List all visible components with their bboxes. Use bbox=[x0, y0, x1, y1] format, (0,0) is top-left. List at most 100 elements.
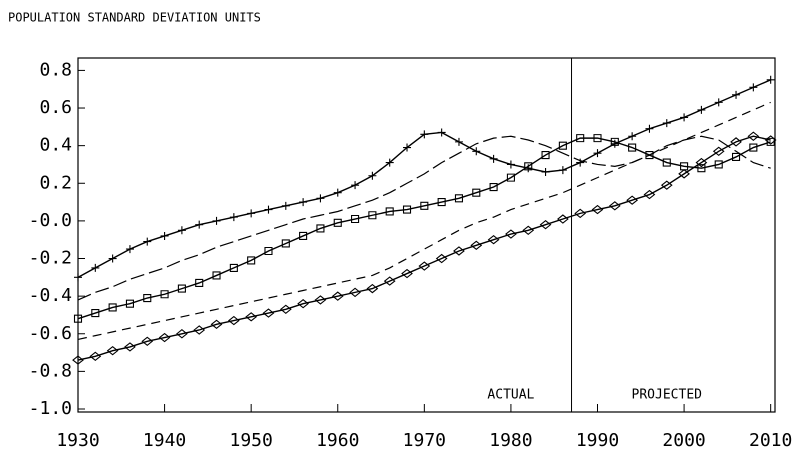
marker bbox=[351, 214, 360, 224]
marker bbox=[487, 234, 500, 245]
marker bbox=[435, 253, 448, 264]
series-line bbox=[77, 135, 771, 361]
marker bbox=[731, 152, 741, 161]
marker bbox=[541, 151, 550, 160]
y-tick-label: 0.4 bbox=[39, 135, 72, 156]
marker bbox=[454, 194, 464, 203]
marker bbox=[264, 205, 273, 214]
y-tick-label: -0.2 bbox=[29, 248, 72, 269]
marker bbox=[437, 128, 446, 137]
marker bbox=[574, 208, 587, 219]
x-tick-label: 2010 bbox=[749, 430, 792, 451]
marker bbox=[316, 194, 325, 203]
marker bbox=[626, 195, 639, 205]
marker bbox=[212, 216, 221, 225]
marker bbox=[210, 319, 223, 330]
x-tick-label: 1980 bbox=[489, 430, 532, 451]
marker bbox=[141, 336, 154, 346]
plot-frame bbox=[77, 57, 776, 413]
marker bbox=[489, 154, 498, 163]
marker bbox=[558, 166, 567, 175]
marker bbox=[262, 308, 275, 318]
marker bbox=[143, 237, 152, 246]
marker bbox=[453, 246, 465, 256]
marker bbox=[401, 268, 413, 279]
marker bbox=[695, 157, 708, 168]
marker bbox=[177, 226, 186, 235]
marker bbox=[74, 273, 82, 282]
marker bbox=[281, 239, 290, 248]
marker bbox=[193, 325, 206, 335]
y-tick-label: -0.4 bbox=[29, 285, 72, 306]
marker bbox=[556, 214, 569, 224]
marker bbox=[418, 261, 431, 271]
marker bbox=[610, 139, 619, 148]
marker bbox=[680, 113, 689, 122]
marker bbox=[177, 284, 186, 293]
marker bbox=[383, 276, 396, 286]
marker bbox=[697, 164, 706, 173]
marker bbox=[472, 147, 481, 156]
marker bbox=[333, 188, 342, 197]
marker bbox=[628, 132, 637, 141]
marker bbox=[732, 90, 741, 99]
marker bbox=[628, 143, 637, 152]
marker bbox=[125, 245, 134, 254]
annotation: PROJECTED bbox=[632, 388, 703, 403]
marker bbox=[316, 224, 325, 233]
marker bbox=[766, 137, 775, 146]
marker bbox=[108, 254, 117, 263]
marker bbox=[385, 207, 394, 216]
x-tick-label: 2000 bbox=[662, 430, 705, 451]
marker bbox=[72, 355, 84, 365]
marker bbox=[662, 119, 671, 128]
x-tick-label: 1960 bbox=[316, 430, 359, 451]
marker bbox=[247, 209, 256, 218]
y-tick-label: 0.8 bbox=[39, 59, 72, 80]
marker bbox=[229, 213, 238, 222]
marker bbox=[91, 263, 100, 272]
marker bbox=[331, 291, 344, 301]
marker bbox=[576, 158, 585, 167]
marker bbox=[420, 201, 429, 210]
chart-title: POPULATION STANDARD DEVIATION UNITS bbox=[8, 11, 261, 25]
marker bbox=[297, 298, 309, 309]
marker bbox=[506, 160, 515, 169]
annotation: ACTUAL bbox=[487, 388, 534, 403]
marker bbox=[505, 229, 517, 239]
marker bbox=[714, 160, 723, 169]
marker bbox=[420, 130, 429, 139]
marker bbox=[91, 309, 100, 318]
marker bbox=[385, 158, 394, 167]
marker bbox=[158, 332, 171, 343]
y-tick-label: -0.8 bbox=[29, 360, 72, 381]
marker bbox=[437, 198, 446, 207]
marker bbox=[662, 158, 671, 167]
marker bbox=[143, 293, 152, 303]
marker bbox=[125, 299, 134, 308]
marker bbox=[472, 188, 481, 197]
marker bbox=[747, 131, 760, 141]
y-tick-label: -1.0 bbox=[29, 398, 72, 419]
marker bbox=[299, 231, 308, 240]
marker bbox=[764, 135, 777, 145]
marker bbox=[279, 304, 292, 315]
y-tick-label: -0.0 bbox=[29, 210, 72, 231]
x-tick-label: 1970 bbox=[403, 430, 446, 451]
marker bbox=[714, 98, 723, 107]
marker bbox=[299, 198, 308, 207]
marker bbox=[212, 271, 221, 280]
marker bbox=[402, 205, 412, 214]
marker bbox=[660, 180, 673, 190]
marker bbox=[697, 105, 706, 114]
marker bbox=[333, 218, 342, 227]
marker bbox=[108, 303, 117, 312]
marker bbox=[351, 181, 360, 190]
x-tick-label: 1930 bbox=[56, 430, 99, 451]
marker bbox=[524, 162, 533, 171]
marker bbox=[160, 231, 169, 240]
marker bbox=[610, 137, 619, 146]
marker bbox=[195, 278, 204, 288]
marker bbox=[522, 225, 535, 236]
